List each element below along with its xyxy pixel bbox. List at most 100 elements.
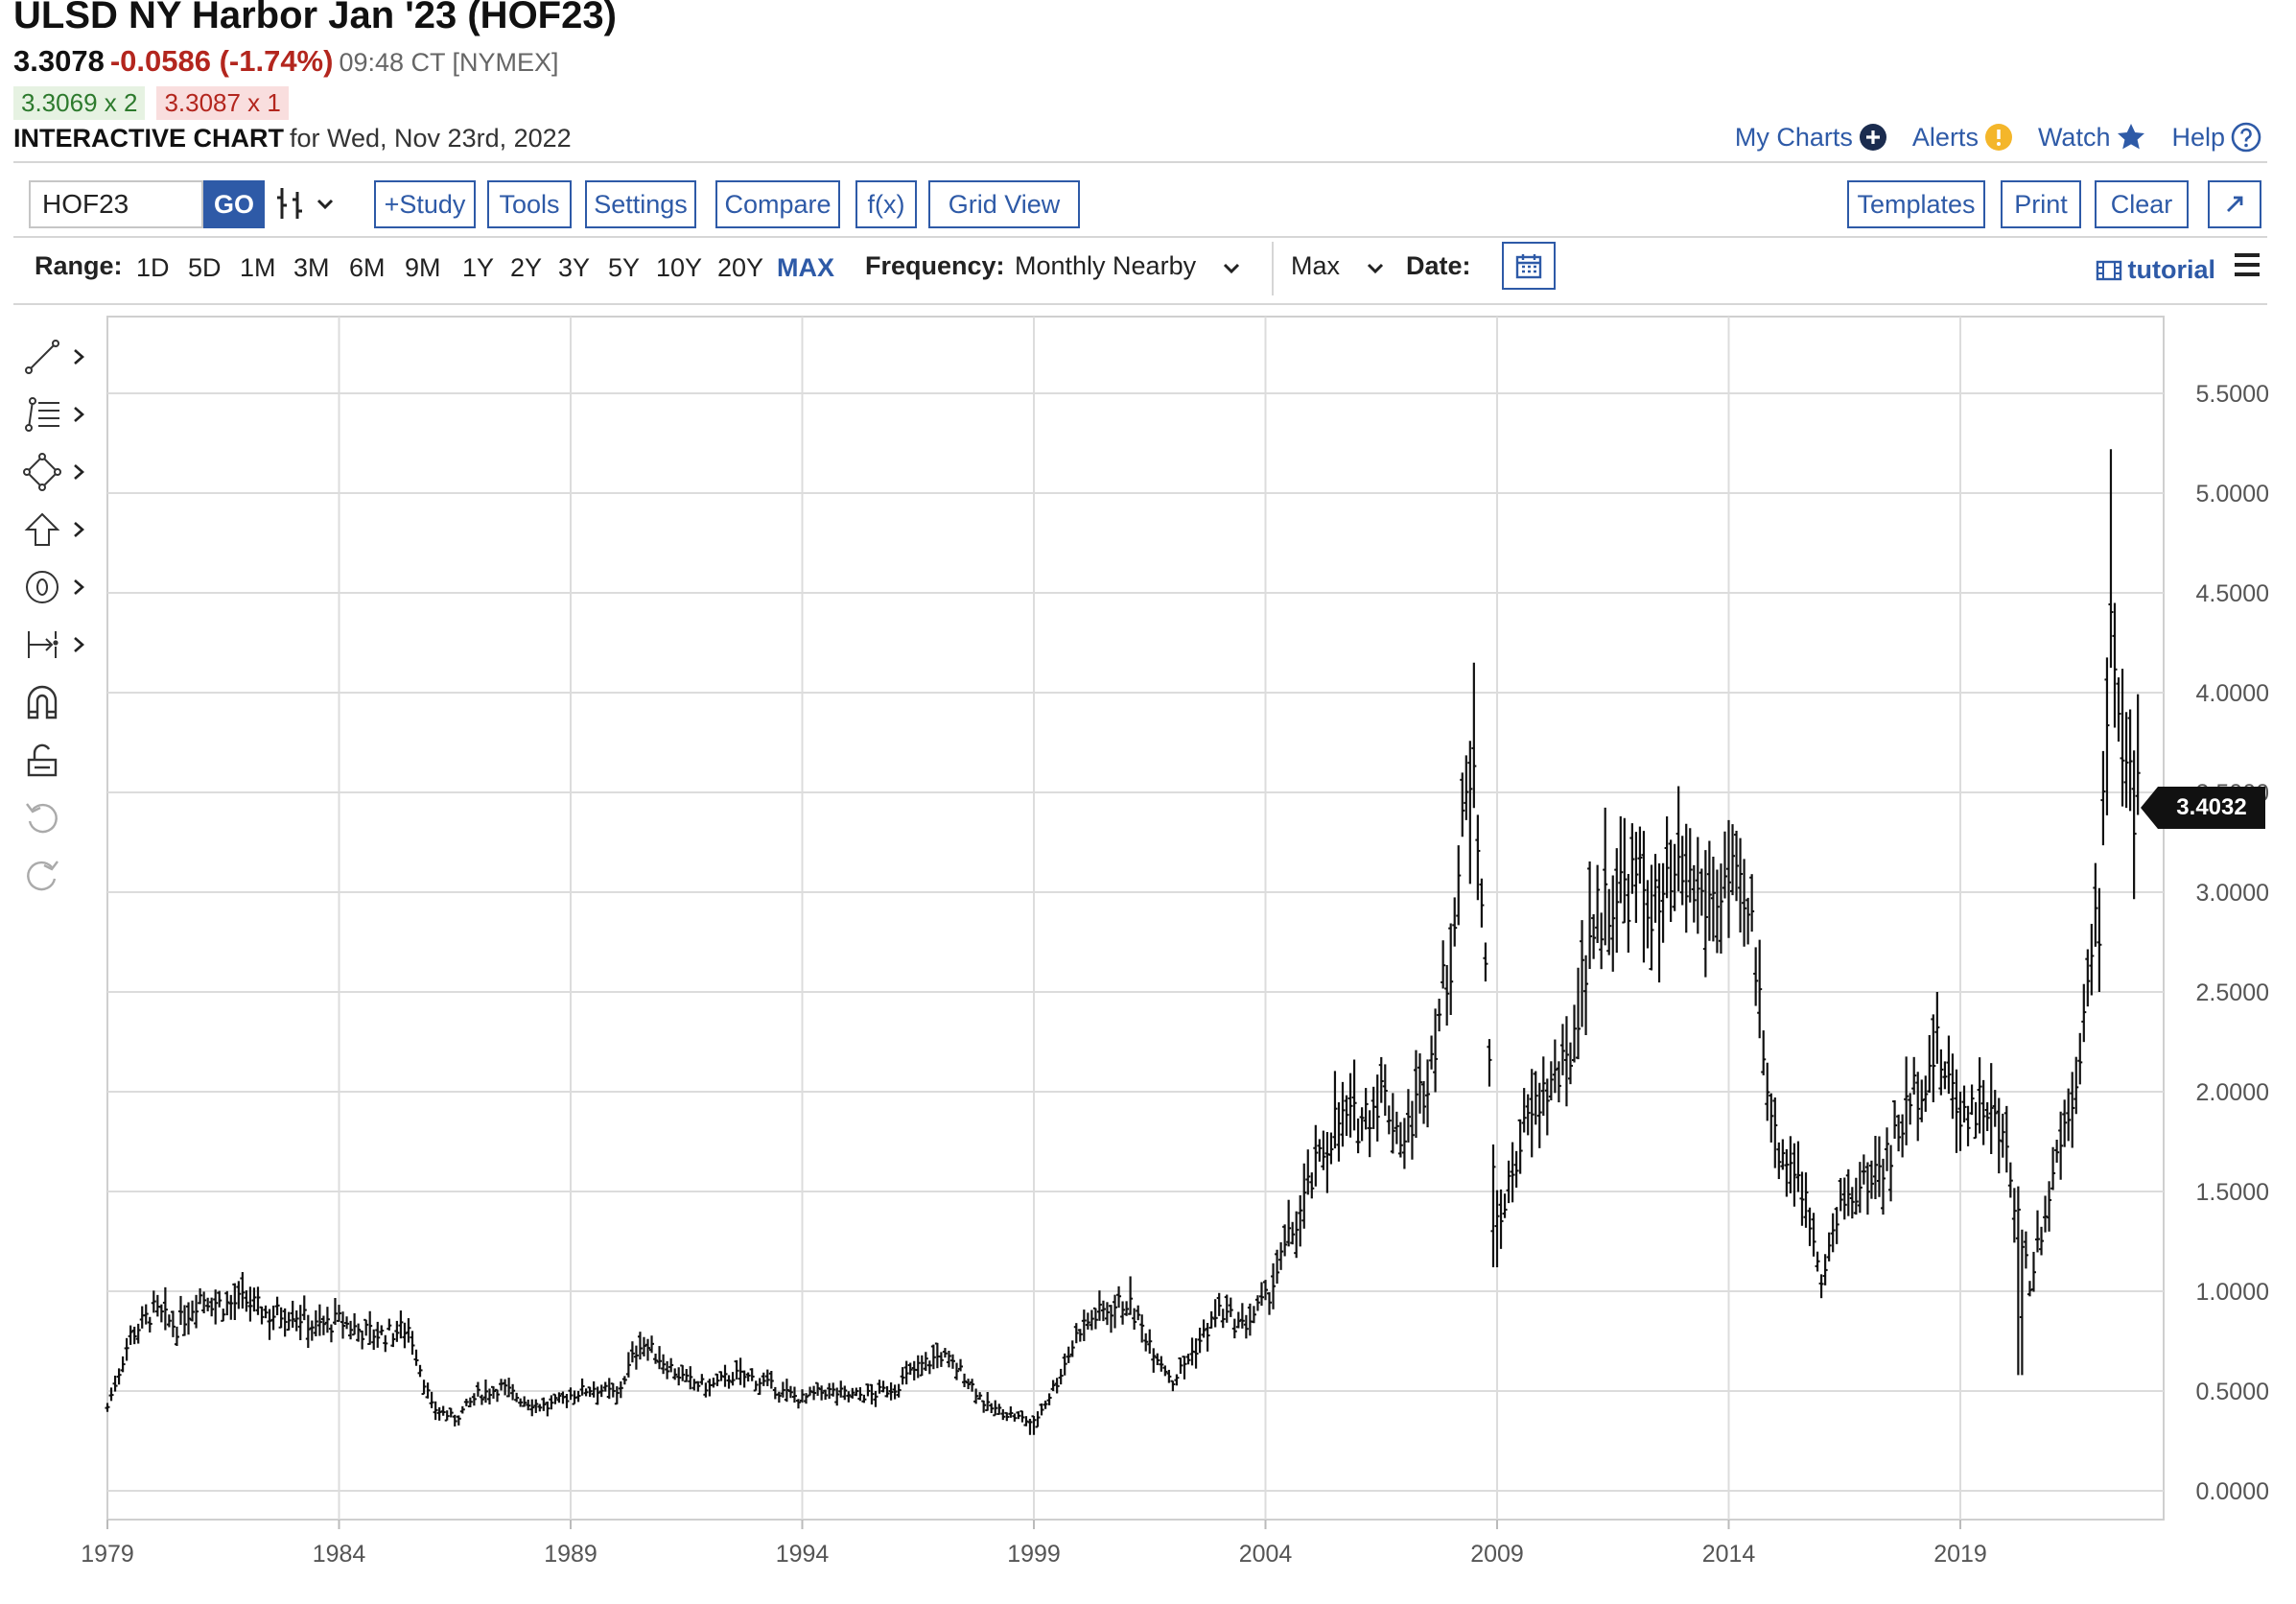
ohlc-bar bbox=[436, 1406, 442, 1421]
alerts-link[interactable]: Alerts bbox=[1912, 123, 2013, 153]
date-picker-button[interactable] bbox=[1502, 242, 1556, 290]
ohlc-bar bbox=[440, 1405, 446, 1416]
ohlc-bar bbox=[1934, 992, 1940, 1064]
ohlc-bar bbox=[337, 1305, 341, 1322]
range-option-max[interactable]: MAX bbox=[777, 253, 834, 282]
hamburger-menu-button[interactable] bbox=[2233, 251, 2261, 285]
study-button[interactable]: +Study bbox=[374, 180, 476, 228]
ohlc-bar bbox=[1136, 1305, 1141, 1321]
frequency-select[interactable]: Monthly Nearby bbox=[1015, 251, 1242, 281]
ohlc-bar bbox=[1992, 1090, 1998, 1127]
range-option-5y[interactable]: 5Y bbox=[608, 253, 641, 282]
ohlc-bar bbox=[718, 1371, 724, 1381]
ohlc-bar bbox=[360, 1330, 365, 1350]
ohlc-bar bbox=[602, 1381, 608, 1392]
range-option-10y[interactable]: 10Y bbox=[656, 253, 703, 282]
ohlc-bar bbox=[425, 1382, 431, 1399]
ohlc-bar bbox=[170, 1310, 176, 1337]
print-button[interactable]: Print bbox=[2001, 180, 2081, 228]
ohlc-bar bbox=[761, 1372, 766, 1386]
go-button[interactable]: GO bbox=[203, 180, 265, 228]
help-link[interactable]: Help bbox=[2171, 122, 2261, 153]
function-button[interactable]: f(x) bbox=[855, 180, 917, 228]
range-option-3m[interactable]: 3M bbox=[293, 253, 330, 282]
ohlc-bar bbox=[1702, 850, 1708, 978]
ohlc-bar bbox=[1792, 1143, 1797, 1207]
watch-link[interactable]: Watch bbox=[2038, 122, 2147, 153]
ohlc-bar bbox=[2077, 1032, 2083, 1085]
symbol-input[interactable] bbox=[29, 180, 203, 228]
ohlc-bar bbox=[1132, 1308, 1137, 1331]
ohlc-bar bbox=[1718, 863, 1723, 955]
ohlc-bar bbox=[2058, 1111, 2064, 1180]
ohlc-bar bbox=[880, 1380, 886, 1393]
ohlc-bar bbox=[510, 1383, 516, 1401]
ohlc-bar bbox=[1691, 864, 1697, 923]
range-option-20y[interactable]: 20Y bbox=[717, 253, 764, 282]
clear-button[interactable]: Clear bbox=[2095, 180, 2189, 228]
grid-view-button[interactable]: Grid View bbox=[928, 180, 1080, 228]
plot-frame bbox=[106, 316, 2165, 1521]
magnet-tool[interactable] bbox=[23, 681, 100, 723]
my-charts-link[interactable]: My Charts bbox=[1735, 123, 1887, 153]
ohlc-bar bbox=[915, 1355, 921, 1379]
range-option-2y[interactable]: 2Y bbox=[510, 253, 543, 282]
compare-button[interactable]: Compare bbox=[715, 180, 840, 228]
settings-button[interactable]: Settings bbox=[585, 180, 696, 228]
range-option-5d[interactable]: 5D bbox=[188, 253, 222, 282]
ohlc-bar bbox=[1529, 1069, 1535, 1158]
ohlc-bar bbox=[1980, 1079, 1986, 1145]
x-tick-label: 1989 bbox=[544, 1541, 597, 1568]
arrow-tool[interactable] bbox=[23, 508, 100, 551]
ohlc-bar bbox=[598, 1384, 604, 1398]
ohlc-bar bbox=[1294, 1211, 1300, 1259]
ohlc-bar bbox=[1919, 1079, 1925, 1122]
trendline-icon bbox=[25, 340, 59, 374]
ohlc-bar bbox=[962, 1373, 968, 1387]
range-option-9m[interactable]: 9M bbox=[405, 253, 441, 282]
ohlc-bar bbox=[328, 1324, 334, 1343]
ohlc-bar bbox=[1305, 1149, 1311, 1195]
templates-button[interactable]: Templates bbox=[1847, 180, 1985, 228]
range-option-1y[interactable]: 1Y bbox=[462, 253, 495, 282]
ohlc-bar bbox=[2070, 1072, 2075, 1148]
measure-tool[interactable] bbox=[23, 624, 100, 666]
shape-tool[interactable] bbox=[23, 451, 100, 493]
ohlc-bar bbox=[811, 1385, 817, 1401]
ohlc-bar bbox=[1069, 1340, 1075, 1357]
range-option-6m[interactable]: 6M bbox=[349, 253, 386, 282]
chart-toolbar: GO +Study Tools Settings Compare f(x) Gr… bbox=[29, 180, 2261, 228]
line-tool[interactable] bbox=[23, 336, 100, 378]
range-option-1d[interactable]: 1D bbox=[136, 253, 170, 282]
ohlc-bar bbox=[526, 1399, 531, 1411]
ohlc-bar bbox=[506, 1378, 512, 1398]
quote-time: 09:48 CT [NYMEX] bbox=[339, 48, 559, 77]
tutorial-link[interactable]: tutorial bbox=[2096, 255, 2215, 285]
chart-type-selector[interactable] bbox=[274, 184, 336, 223]
ohlc-bar bbox=[413, 1349, 419, 1366]
ohlc-bar bbox=[545, 1401, 551, 1417]
annotation-tool[interactable] bbox=[23, 566, 100, 608]
tools-button[interactable]: Tools bbox=[487, 180, 572, 228]
fibonacci-tool[interactable] bbox=[23, 393, 100, 436]
ohlc-bar bbox=[795, 1399, 801, 1409]
ohlc-bar bbox=[784, 1379, 789, 1403]
ohlc-bar bbox=[1911, 1056, 1917, 1095]
ohlc-bar bbox=[1885, 1127, 1890, 1171]
range-option-1m[interactable]: 1M bbox=[240, 253, 276, 282]
lock-tool[interactable] bbox=[23, 739, 100, 781]
ohlc-bar bbox=[1559, 1024, 1565, 1075]
range-option-3y[interactable]: 3Y bbox=[558, 253, 591, 282]
undo-tool[interactable] bbox=[23, 796, 100, 838]
ohlc-bar bbox=[263, 1305, 269, 1319]
max-select[interactable]: Max bbox=[1291, 251, 1386, 281]
y-tick-label: 0.0000 bbox=[2196, 1478, 2269, 1505]
ohlc-bar bbox=[896, 1383, 902, 1398]
ohlc-bar bbox=[537, 1404, 543, 1412]
fullscreen-button[interactable] bbox=[2208, 180, 2261, 228]
ohlc-bar bbox=[332, 1298, 338, 1326]
ohlc-bar bbox=[1456, 845, 1462, 926]
redo-tool[interactable] bbox=[23, 854, 100, 896]
ohlc-bar bbox=[1838, 1177, 1843, 1212]
